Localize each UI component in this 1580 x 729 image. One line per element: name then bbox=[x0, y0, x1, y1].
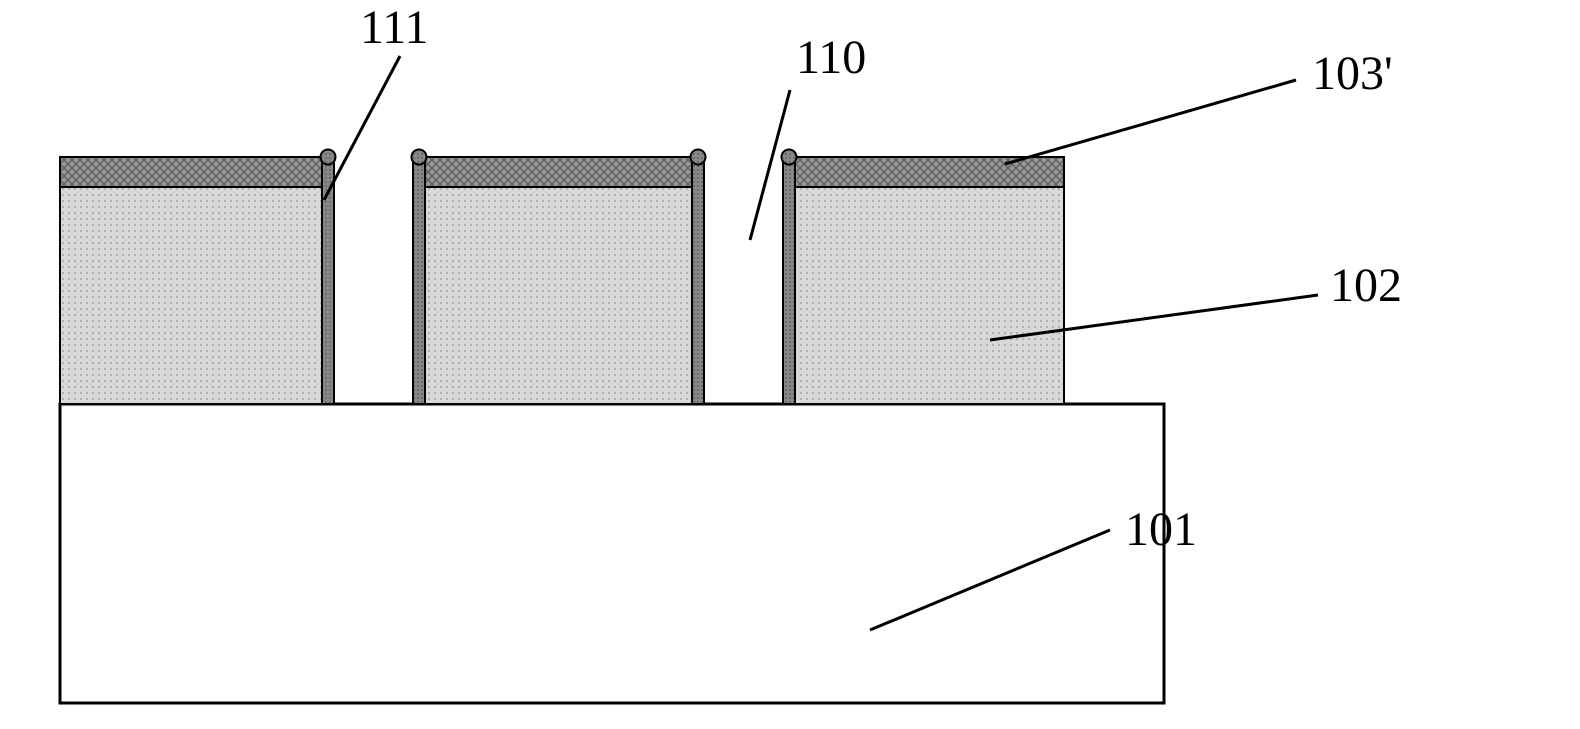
layer-102-pillar-2 bbox=[795, 187, 1064, 404]
cross-section-diagram bbox=[0, 0, 1580, 729]
layer-103prime-cap-2 bbox=[795, 157, 1064, 187]
label-101: 101 bbox=[1125, 502, 1197, 557]
leader-l103p bbox=[1005, 80, 1296, 164]
substrate-101 bbox=[60, 404, 1164, 703]
layer-102-pillar-1 bbox=[425, 187, 692, 404]
label-102: 102 bbox=[1330, 258, 1402, 313]
liner-111-right-1 bbox=[692, 157, 704, 404]
label-111: 111 bbox=[360, 0, 428, 55]
liner-111-left-2 bbox=[783, 157, 795, 404]
liner-111-left-1 bbox=[413, 157, 425, 404]
layer-103prime-cap-1 bbox=[425, 157, 692, 187]
label-103-prime: 103' bbox=[1312, 46, 1393, 101]
layer-102-pillar-0 bbox=[60, 187, 322, 404]
leader-l111 bbox=[324, 56, 400, 200]
label-110: 110 bbox=[796, 30, 866, 85]
layer-103prime-cap-0 bbox=[60, 157, 322, 187]
